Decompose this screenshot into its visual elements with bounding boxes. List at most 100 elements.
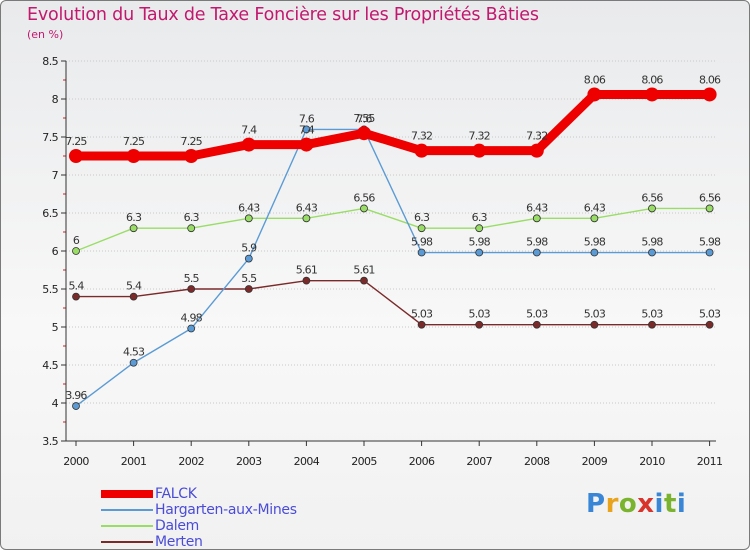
data-point xyxy=(590,320,599,329)
data-point xyxy=(417,248,426,257)
data-point xyxy=(244,254,253,263)
data-point xyxy=(590,248,599,257)
data-point xyxy=(72,247,80,255)
data-point xyxy=(705,204,714,213)
series-line-falck xyxy=(76,89,710,161)
x-tick-label: 2002 xyxy=(178,455,204,468)
data-label: 6 xyxy=(73,234,80,247)
data-point xyxy=(129,358,138,367)
data-label: 7.25 xyxy=(123,135,145,148)
data-point xyxy=(187,285,196,293)
data-label: 5.98 xyxy=(469,236,491,249)
data-label: 5.98 xyxy=(526,236,548,249)
data-point xyxy=(241,137,256,152)
data-label: 7.55 xyxy=(353,112,375,125)
data-point xyxy=(648,204,656,213)
x-tick-label: 2010 xyxy=(639,455,665,468)
data-point xyxy=(129,292,138,301)
y-tick-label: 5 xyxy=(52,321,59,334)
data-point xyxy=(472,143,487,158)
data-label: 7.32 xyxy=(469,130,490,143)
data-point xyxy=(532,320,541,329)
data-point xyxy=(360,276,368,285)
data-label: 4.53 xyxy=(123,346,145,359)
data-label: 7.32 xyxy=(411,130,432,143)
data-label: 6.3 xyxy=(184,211,200,224)
logo-letter: r xyxy=(605,489,619,519)
data-label: 5.5 xyxy=(241,272,257,285)
data-label: 6.43 xyxy=(584,201,606,214)
legend-label: Hargarten-aux-Mines xyxy=(155,502,297,518)
data-label: 4.98 xyxy=(181,312,203,325)
data-label: 5.03 xyxy=(526,308,548,321)
x-tick-label: 2004 xyxy=(294,455,320,468)
data-label: 7.4 xyxy=(299,124,315,137)
x-tick-label: 2007 xyxy=(466,455,492,468)
data-label: 5.9 xyxy=(241,242,257,255)
data-point xyxy=(126,149,141,163)
data-label: 6.43 xyxy=(238,201,260,214)
data-point xyxy=(360,204,368,213)
data-label: 8.06 xyxy=(699,73,721,86)
data-label: 6.3 xyxy=(126,211,142,224)
y-tick-label: 7.5 xyxy=(42,131,58,144)
logo-letter: o xyxy=(618,489,638,519)
proxiti-logo: Proxiti xyxy=(586,489,686,519)
data-label: 5.4 xyxy=(126,280,142,293)
data-label: 6.3 xyxy=(472,211,488,224)
data-point xyxy=(475,224,484,233)
logo-letter: t xyxy=(663,489,677,519)
x-tick-label: 2000 xyxy=(63,455,89,468)
x-tick-label: 2006 xyxy=(409,455,435,468)
logo-letter: P xyxy=(586,489,606,519)
data-point xyxy=(648,320,656,329)
data-label: 7.6 xyxy=(356,112,372,125)
logo-letter: x xyxy=(637,489,655,519)
legend-label: FALCK xyxy=(155,486,197,502)
data-point xyxy=(475,320,484,329)
data-label: 5.4 xyxy=(68,280,84,293)
data-point xyxy=(705,248,714,257)
data-label: 6.3 xyxy=(414,211,430,224)
x-tick-label: 2011 xyxy=(697,455,723,468)
data-point xyxy=(302,214,311,223)
data-label: 6.43 xyxy=(526,201,548,214)
data-label: 7.25 xyxy=(65,135,87,148)
data-label: 7.25 xyxy=(181,135,203,148)
data-point xyxy=(417,320,426,329)
data-point xyxy=(645,87,659,102)
data-point xyxy=(187,324,196,333)
legend-swatch xyxy=(101,490,153,498)
data-label: 8.06 xyxy=(584,73,606,86)
data-label: 5.5 xyxy=(184,272,200,285)
data-point xyxy=(417,224,426,233)
data-point xyxy=(590,214,599,223)
chart-title: Evolution du Taux de Taxe Foncière sur l… xyxy=(27,5,539,25)
x-tick-label: 2005 xyxy=(351,455,377,468)
data-label: 5.03 xyxy=(641,308,663,321)
data-label: 6.56 xyxy=(353,191,375,204)
series-line-merten xyxy=(76,279,710,326)
data-point xyxy=(302,276,311,285)
data-point xyxy=(648,248,656,257)
data-point xyxy=(587,87,602,102)
data-label: 7.6 xyxy=(299,112,315,125)
y-tick-label: 4.5 xyxy=(42,359,58,372)
legend-swatch xyxy=(101,525,153,527)
data-point xyxy=(532,248,541,257)
data-point xyxy=(475,248,484,257)
data-label: 6.56 xyxy=(699,191,721,204)
series-line-hargarten-aux-mines xyxy=(75,128,710,407)
data-label: 6.43 xyxy=(296,201,318,214)
series-line-dalem xyxy=(75,207,710,252)
data-label: 7.32 xyxy=(526,130,547,143)
data-point xyxy=(357,126,371,141)
y-tick-label: 4 xyxy=(52,397,59,410)
x-tick-label: 2001 xyxy=(121,455,147,468)
logo-letter: i xyxy=(654,489,664,519)
data-label: 5.98 xyxy=(699,236,721,249)
data-point xyxy=(129,224,138,233)
data-point xyxy=(705,320,714,329)
legend-swatch xyxy=(101,541,153,543)
